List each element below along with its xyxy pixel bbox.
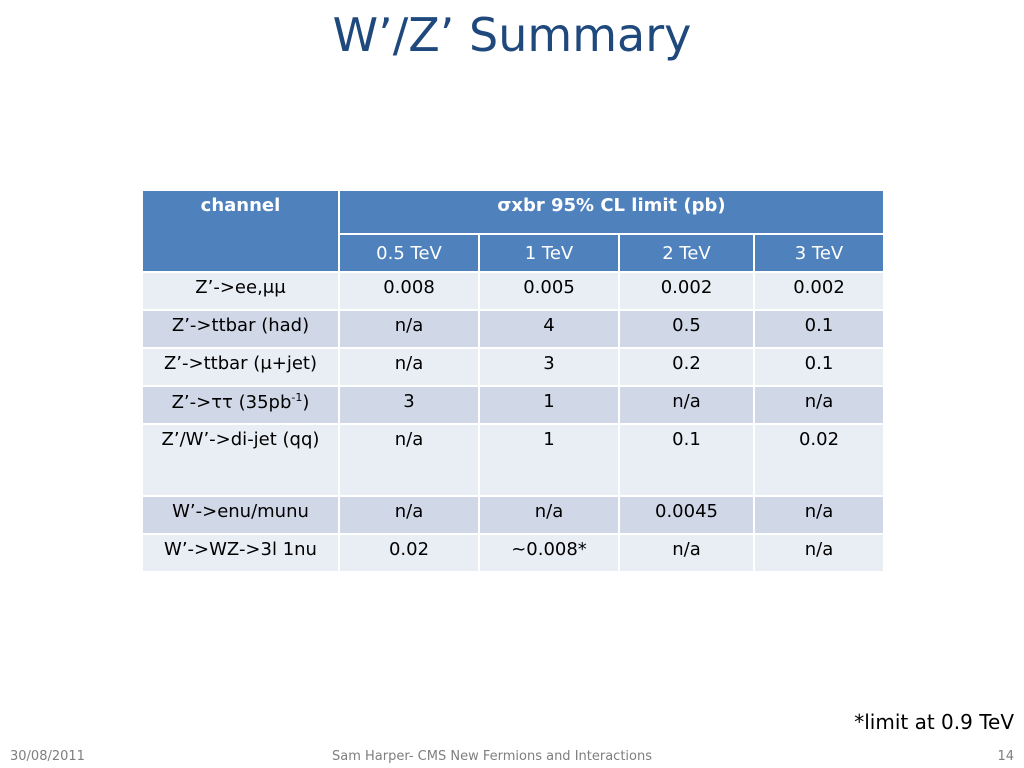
mass-header: 0.5 TeV [338, 233, 480, 273]
limit-cell: 4 [478, 309, 620, 349]
limit-cell: 0.5 [618, 309, 755, 349]
table-row: Z’/W’->di-jet (qq) n/a 1 0.1 0.02 [141, 423, 885, 497]
limit-cell: 3 [338, 385, 480, 425]
channel-text: -1 [291, 391, 303, 404]
limit-cell: 0.0045 [618, 495, 755, 535]
limit-cell: n/a [753, 385, 885, 425]
limit-cell: n/a [338, 423, 480, 497]
header-row: channel σxbr 95% CL limit (pb) [141, 189, 885, 273]
limit-cell: 0.1 [753, 347, 885, 387]
slide-title: W’/Z’ Summary [332, 8, 692, 62]
limit-cell: n/a [618, 385, 755, 425]
limit-cell: n/a [338, 495, 480, 535]
channel-text: ) [302, 392, 310, 413]
limit-cell: 0.005 [478, 271, 620, 311]
channel-cell: Z’->ttbar (had) [141, 309, 340, 349]
summary-table: channel σxbr 95% CL limit (pb) 0.5 TeV 1 … [141, 189, 885, 573]
limit-cell: n/a [753, 495, 885, 535]
footer-date: 30/08/2011 [10, 749, 85, 764]
mass-header: 3 TeV [753, 233, 885, 273]
limit-cell: 0.02 [753, 423, 885, 497]
limit-cell: n/a [753, 533, 885, 573]
limit-cell: 0.002 [753, 271, 885, 311]
limit-cell: n/a [338, 309, 480, 349]
limit-cell: 0.002 [618, 271, 755, 311]
limit-cell: n/a [478, 495, 620, 535]
table-row: Z’->ttbar (μ+jet) n/a 3 0.2 0.1 [141, 347, 885, 387]
mass-header: 1 TeV [478, 233, 620, 273]
limit-cell: n/a [338, 347, 480, 387]
table-row: Z’->ee,μμ 0.008 0.005 0.002 0.002 [141, 271, 885, 311]
table-row: W’->enu/munu n/a n/a 0.0045 n/a [141, 495, 885, 535]
table-row: W’->WZ->3l 1nu 0.02 ~0.008* n/a n/a [141, 533, 885, 573]
footer-text: Sam Harper- CMS New Fermions and Interac… [332, 749, 652, 764]
mass-header: 2 TeV [618, 233, 755, 273]
channel-cell: W’->WZ->3l 1nu [141, 533, 340, 573]
footnote: *limit at 0.9 TeV [854, 710, 1014, 734]
limit-cell: 0.1 [753, 309, 885, 349]
header-cell: channel [141, 189, 340, 273]
table-header: channel σxbr 95% CL limit (pb) 0.5 TeV 1 … [141, 189, 885, 273]
channel-cell: W’->enu/munu [141, 495, 340, 535]
page-number: 14 [997, 749, 1014, 764]
table-row: Z’->ttbar (had) n/a 4 0.5 0.1 [141, 309, 885, 349]
table-row: Z’->ττ (35pb-1) 3 1 n/a n/a [141, 385, 885, 425]
limit-cell: 0.02 [338, 533, 480, 573]
channel-text: Z’->ττ (35pb [171, 392, 292, 413]
limit-cell: n/a [618, 533, 755, 573]
limit-cell: 0.1 [618, 423, 755, 497]
header-row: 0.5 TeV 1 TeV 2 TeV 3 TeV [142, 233, 885, 273]
limit-cell: 1 [478, 423, 620, 497]
channel-cell: Z’->ττ (35pb-1) [141, 385, 340, 425]
limit-cell: 0.008 [338, 271, 480, 311]
limit-cell: ~0.008* [478, 533, 620, 573]
table-body: Z’->ee,μμ 0.008 0.005 0.002 0.002 Z’->ttbar (… [141, 271, 885, 573]
channel-cell: Z’->ee,μμ [141, 271, 340, 311]
channel-cell: Z’/W’->di-jet (qq) [141, 423, 340, 497]
channel-cell: Z’->ttbar (μ+jet) [141, 347, 340, 387]
limit-cell: 0.2 [618, 347, 755, 387]
header-cell: σxbr 95% CL limit (pb) [338, 189, 885, 235]
limit-cell: 1 [478, 385, 620, 425]
limit-cell: 3 [478, 347, 620, 387]
